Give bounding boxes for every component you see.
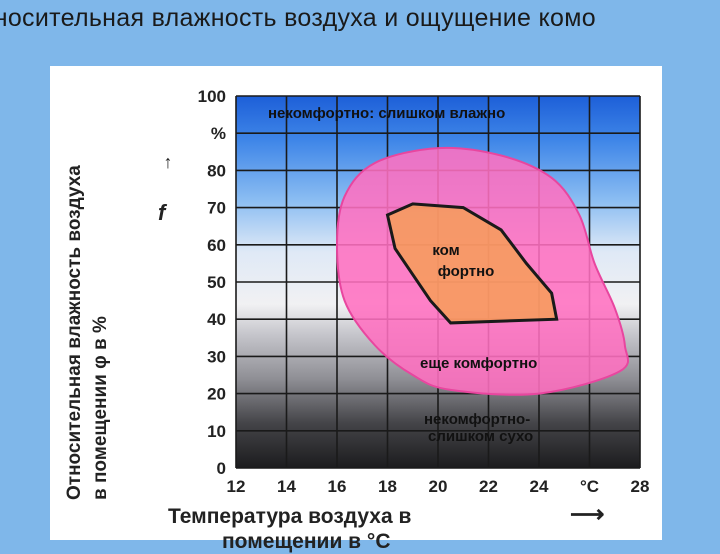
x-tick-label: 28 bbox=[631, 477, 650, 496]
y-tick-label: % bbox=[211, 124, 226, 143]
zone-label-comfortable-1: ком bbox=[432, 242, 459, 259]
x-axis-label-line2: помещении в °С bbox=[222, 530, 391, 553]
zone-label-still-comfortable: еще комфортно bbox=[420, 355, 537, 372]
x-tick-label: 22 bbox=[479, 477, 498, 496]
zone-label-too-dry-1: некомфортно- bbox=[424, 411, 530, 428]
x-right-arrow: ⟶ bbox=[570, 501, 604, 528]
y-tick-label: 40 bbox=[207, 310, 226, 329]
x-tick-label: 20 bbox=[429, 477, 448, 496]
x-axis-ticks: 12 14 16 18 20 22 24 °C 28 bbox=[227, 477, 650, 496]
y-up-arrow: ↑ bbox=[164, 152, 173, 172]
x-tick-label: 16 bbox=[328, 477, 347, 496]
comfort-chart: 12 14 16 18 20 22 24 °C 28 0 10 20 30 40 50 60 70 80% 100… bbox=[164, 87, 650, 528]
y-tick-label: 30 bbox=[207, 347, 226, 366]
zone-label-comfortable-2: фортно bbox=[438, 263, 495, 280]
x-axis-label-line1: Температура воздуха в bbox=[168, 505, 412, 528]
y-tick-label: 60 bbox=[207, 236, 226, 255]
x-tick-label: 12 bbox=[227, 477, 246, 496]
y-tick-label: 100 bbox=[198, 87, 226, 106]
y-tick-label: 80 bbox=[207, 161, 226, 180]
y-axis-label-line1: Относительная влажность воздуха bbox=[64, 165, 85, 500]
y-tick-label: 0 bbox=[217, 459, 226, 478]
y-tick-label: 20 bbox=[207, 385, 226, 404]
zone-label-too-dry-2: слишком сухо bbox=[428, 428, 533, 445]
x-tick-label: 24 bbox=[530, 477, 549, 496]
x-tick-label: °C bbox=[580, 477, 599, 496]
y-tick-label: 70 bbox=[207, 199, 226, 218]
comfortable-zone bbox=[385, 202, 559, 325]
slide-title: тносительная влажность воздуха и ощущени… bbox=[0, 4, 596, 32]
y-tick-label: 50 bbox=[207, 273, 226, 292]
y-tick-label: 10 bbox=[207, 422, 226, 441]
zone-label-too-humid: некомфортно: слишком влажно bbox=[268, 105, 505, 122]
y-axis-label-line2: в помещении φ в % bbox=[90, 316, 111, 500]
x-tick-label: 14 bbox=[277, 477, 296, 496]
y-symbol: f bbox=[158, 200, 166, 225]
x-tick-label: 18 bbox=[378, 477, 397, 496]
y-axis-ticks: 0 10 20 30 40 50 60 70 80% 100 bbox=[198, 87, 226, 478]
